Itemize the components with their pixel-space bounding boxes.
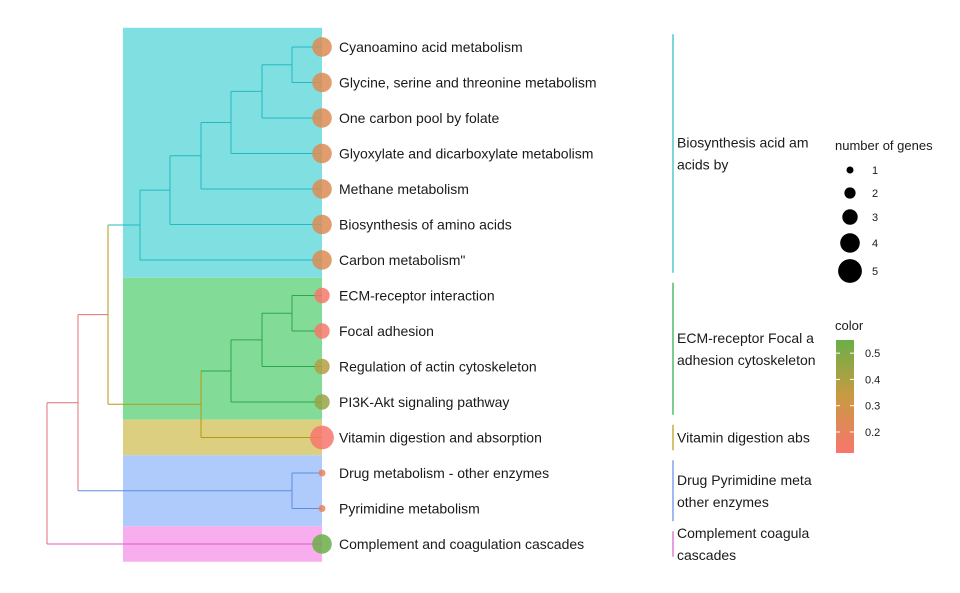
cluster-label: other enzymes: [677, 494, 769, 510]
size-legend-key: [840, 233, 860, 253]
size-legend: number of genes 1 2 3 4 5: [835, 138, 933, 283]
leaf-labels: Cyanoamino acid metabolism Glycine, serin…: [339, 39, 597, 552]
leaf-point: [318, 505, 326, 512]
cluster-labels: Biosynthesis acid am acids by ECM-receptor…: [677, 135, 816, 564]
size-legend-key: [844, 187, 856, 199]
cluster-band: [123, 277, 322, 420]
leaf-label: Focal adhesion: [339, 323, 434, 339]
leaf-label: Complement and coagulation cascades: [339, 536, 584, 552]
leaf-point: [312, 534, 332, 554]
color-legend: color 0.5 0.4 0.3 0.2: [835, 318, 880, 453]
dendrogram-branches: [46, 46, 322, 545]
color-legend-label: 0.4: [865, 374, 880, 386]
cluster-label: Complement coagula: [677, 525, 810, 541]
leaf-point: [312, 250, 332, 270]
leaf-point: [314, 358, 330, 375]
leaf-label: Pyrimidine metabolism: [339, 501, 480, 517]
leaf-points: [310, 37, 334, 554]
leaf-point: [312, 37, 332, 57]
leaf-label: Drug metabolism - other enzymes: [339, 465, 549, 481]
color-legend-bar: [836, 340, 854, 453]
color-legend-label: 0.5: [865, 348, 880, 360]
size-legend-label: 2: [872, 188, 878, 200]
leaf-point: [312, 72, 332, 93]
leaf-label: ECM-receptor interaction: [339, 288, 495, 304]
color-legend-label: 0.3: [865, 401, 880, 413]
cluster-label: acids by: [677, 157, 728, 173]
leaf-label: Methane metabolism: [339, 181, 469, 197]
cluster-label: adhesion cytoskeleton: [677, 352, 816, 368]
leaf-label: Vitamin digestion and absorption: [339, 430, 542, 446]
leaf-label: Glyoxylate and dicarboxylate metabolism: [339, 146, 593, 162]
leaf-point: [312, 179, 332, 199]
leaf-point: [310, 425, 334, 450]
leaf-point: [312, 214, 332, 235]
cluster-label: Drug Pyrimidine meta: [677, 472, 812, 488]
leaf-point: [312, 143, 332, 164]
leaf-label: Cyanoamino acid metabolism: [339, 39, 523, 55]
leaf-label: Biosynthesis of amino acids: [339, 217, 512, 233]
leaf-point: [314, 287, 330, 304]
cluster-label: ECM-receptor Focal a: [677, 330, 814, 346]
leaf-point: [318, 469, 326, 477]
size-legend-key: [846, 166, 854, 174]
leaf-point: [314, 394, 330, 410]
size-legend-key: [838, 259, 862, 283]
size-legend-label: 4: [872, 238, 878, 250]
size-legend-label: 1: [872, 165, 878, 177]
cluster-label: Vitamin digestion abs: [677, 430, 810, 446]
size-legend-label: 5: [872, 266, 878, 278]
leaf-label: Carbon metabolism": [339, 252, 465, 268]
leaf-label: PI3K-Akt signaling pathway: [339, 394, 509, 410]
cluster-label: Biosynthesis acid am: [677, 135, 809, 151]
size-legend-key: [842, 209, 858, 225]
leaf-label: Regulation of actin cytoskeleton: [339, 359, 537, 375]
cluster-band: [123, 27, 322, 278]
leaf-label: One carbon pool by folate: [339, 110, 500, 126]
cluster-label: cascades: [677, 547, 736, 563]
leaf-label: Glycine, serine and threonine metabolism: [339, 75, 597, 91]
leaf-point: [314, 323, 330, 339]
leaf-point: [312, 108, 332, 128]
size-legend-title: number of genes: [835, 138, 933, 153]
color-legend-title: color: [835, 318, 864, 333]
size-legend-label: 3: [872, 212, 878, 224]
color-legend-label: 0.2: [865, 427, 880, 439]
